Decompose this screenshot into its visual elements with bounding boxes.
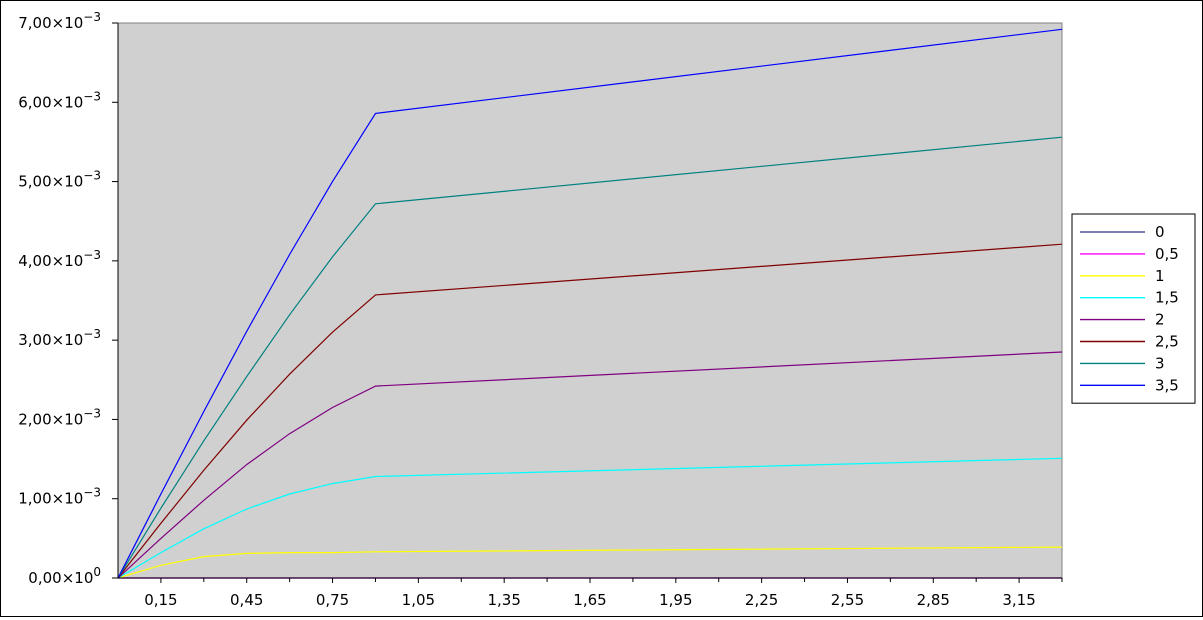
- series-line-6: [117, 136, 1063, 579]
- y-tick-label: 7,00×10−3: [18, 10, 101, 32]
- axes: 0,00×100 1,00×10−3 2,00×10−3 3,00×10−3 4,00×…: [18, 10, 1063, 609]
- y-tick-label: 6,00×10−3: [18, 89, 101, 111]
- x-tick-label: 1,05: [402, 591, 435, 609]
- x-tick-label: 0,15: [144, 591, 177, 609]
- x-tick-label: 2,55: [831, 591, 864, 609]
- series-line-4: [117, 351, 1063, 579]
- legend-label-1: 0,5: [1155, 245, 1179, 263]
- y-tick-label: 0,00×100: [28, 565, 101, 587]
- y-tick-label: 5,00×10−3: [18, 169, 101, 191]
- x-tick-label: 1,65: [573, 591, 606, 609]
- x-tick-label: 2,25: [745, 591, 778, 609]
- legend-label-4: 2: [1155, 311, 1165, 329]
- x-tick-label: 0,45: [230, 591, 263, 609]
- y-tick-label: 2,00×10−3: [18, 406, 101, 428]
- plot-area: [117, 22, 1063, 579]
- legend-label-0: 0: [1155, 223, 1165, 241]
- series-line-5: [117, 243, 1063, 579]
- series-line-7: [117, 28, 1063, 579]
- legend-label-3: 1,5: [1155, 289, 1179, 307]
- x-tick-label: 3,15: [1002, 591, 1035, 609]
- legend: 0 0,5 1 1,5 2 2,5 3 3,5: [1071, 213, 1196, 404]
- legend-label-6: 3: [1155, 354, 1165, 372]
- x-tick-label: 0,75: [316, 591, 349, 609]
- series-line-3: [117, 457, 1063, 579]
- x-tick-label: 1,95: [659, 591, 692, 609]
- legend-box: [1071, 213, 1196, 404]
- x-tick-label: 2,85: [917, 591, 950, 609]
- x-tick-label: 1,35: [487, 591, 520, 609]
- y-tick-label: 1,00×10−3: [18, 486, 101, 508]
- y-tick-label: 4,00×10−3: [18, 248, 101, 270]
- legend-label-5: 2,5: [1155, 333, 1179, 351]
- series-line-2: [117, 546, 1063, 579]
- legend-label-7: 3,5: [1155, 376, 1179, 394]
- legend-label-2: 1: [1155, 267, 1165, 285]
- y-tick-label: 3,00×10−3: [18, 327, 101, 349]
